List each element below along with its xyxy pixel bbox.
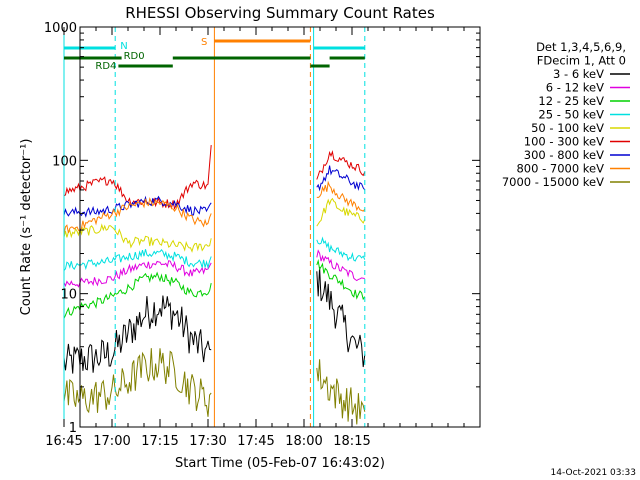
legend-entry-8: 800 - 7000 keV — [516, 162, 604, 176]
axis-layer: 16:45 17:00 17:15 17:30 17:45 18:00 18:15 1 10 10… — [44, 21, 481, 449]
series-1 — [63, 266, 366, 374]
series-8-segment-2 — [316, 180, 366, 212]
series-5 — [63, 197, 366, 253]
x-axis-label: Start Time (05-Feb-07 16:43:02) — [175, 456, 385, 471]
y-tick-label-1: 1 — [69, 421, 77, 436]
legend-header-2: FDecim 1, Att 0 — [537, 54, 626, 68]
series-9-segment-2 — [316, 359, 366, 425]
legend-entry-7: 300 - 800 keV — [524, 148, 604, 162]
legend-entry-2: 6 - 12 keV — [546, 81, 604, 95]
series-7-segment-1 — [63, 195, 212, 218]
flag-label-4: RD0 — [124, 51, 145, 62]
plot-frame — [79, 26, 481, 428]
series-1-segment-1 — [63, 295, 212, 374]
series-6-segment-1 — [63, 145, 212, 211]
legend-entry-4: 25 - 50 keV — [538, 108, 604, 122]
legend-entry-1: 3 - 6 keV — [553, 67, 604, 81]
flag-label-3: S — [201, 37, 207, 48]
legend-entry-5: 50 - 100 keV — [531, 121, 604, 135]
y-tick-label-4: 1000 — [44, 21, 77, 36]
series-9-segment-1 — [63, 348, 212, 417]
series-3 — [63, 259, 366, 319]
x-tick-label-3: 17:15 — [141, 434, 178, 449]
y-tick-label-3: 100 — [52, 154, 77, 169]
series-6-segment-2 — [316, 150, 366, 180]
series-6 — [63, 145, 366, 211]
x-tick-label-6: 18:00 — [285, 434, 322, 449]
marker-layer: N S RD0 RD4 — [63, 27, 366, 427]
legend-entry-3: 12 - 25 keV — [538, 94, 604, 108]
series-4 — [63, 236, 366, 271]
legend-entry-9: 7000 - 15000 keV — [502, 175, 604, 189]
y-axis-label: Count Rate (s⁻¹ detector⁻¹) — [19, 139, 34, 316]
series-3-segment-2 — [316, 259, 366, 301]
series-9 — [63, 348, 366, 425]
series-2-segment-1 — [63, 260, 212, 288]
legend: Det 1,3,4,5,6,9,FDecim 1, Att 03 - 6 keV… — [502, 40, 630, 189]
series-4-segment-1 — [63, 248, 212, 271]
series-2-segment-2 — [316, 249, 365, 282]
x-tick-label-1: 16:45 — [45, 434, 82, 449]
series-5-segment-1 — [63, 223, 212, 253]
flag-label-1: N — [120, 41, 127, 52]
series-7-segment-2 — [316, 165, 366, 192]
series-1-segment-2 — [316, 266, 366, 368]
chart-title: RHESSI Observing Summary Count Rates — [125, 4, 435, 22]
legend-header-1: Det 1,3,4,5,6,9, — [536, 40, 626, 54]
series-8 — [63, 180, 366, 235]
x-tick-label-5: 17:45 — [237, 434, 274, 449]
series-4-segment-2 — [316, 236, 366, 262]
y-tick-label-2: 10 — [60, 288, 77, 303]
footer-timestamp: 14-Oct-2021 03:33 — [551, 468, 636, 478]
flag-label-7: RD4 — [95, 61, 116, 72]
series-3-segment-1 — [63, 271, 212, 319]
series-layer — [63, 145, 366, 425]
series-7 — [63, 165, 366, 218]
x-tick-label-2: 17:00 — [93, 434, 130, 449]
x-tick-label-7: 18:15 — [333, 434, 370, 449]
series-8-segment-1 — [63, 197, 212, 235]
series-5-segment-2 — [316, 197, 366, 227]
x-tick-label-4: 17:30 — [189, 434, 226, 449]
series-2 — [63, 249, 365, 288]
legend-entry-6: 100 - 300 keV — [524, 135, 604, 149]
